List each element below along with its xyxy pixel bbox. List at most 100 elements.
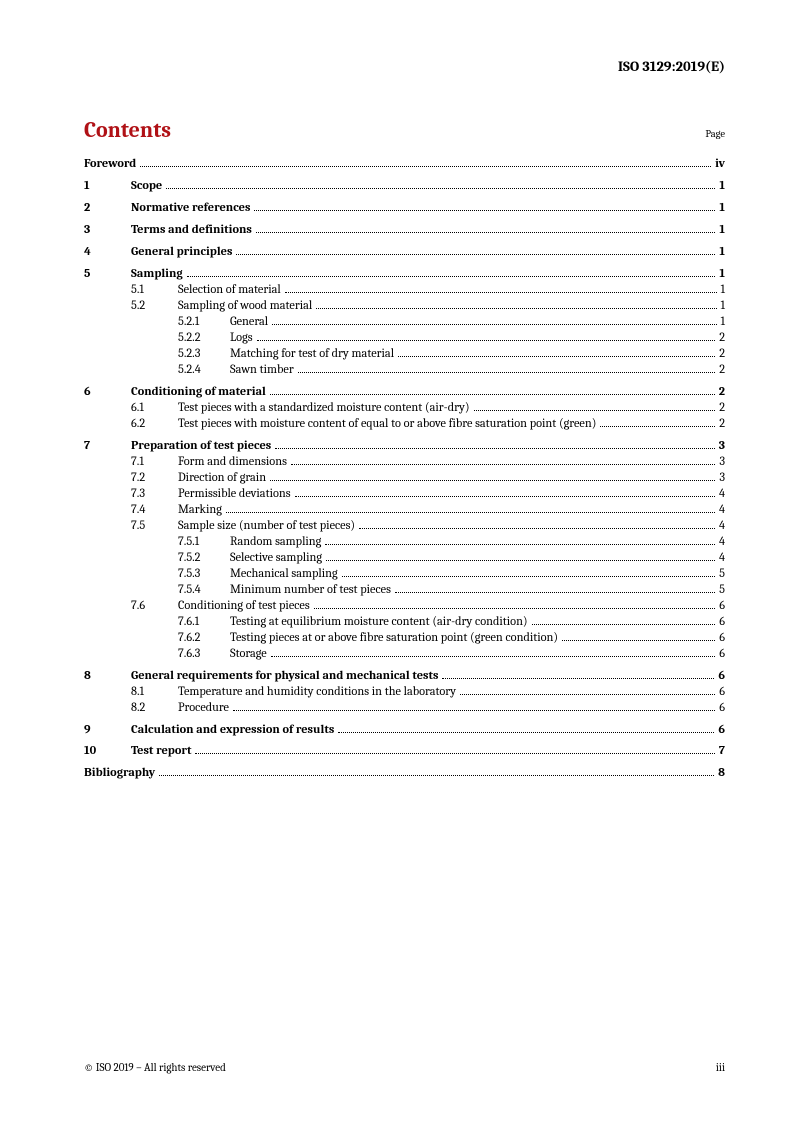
toc-entry-page: 1: [717, 201, 725, 217]
toc-entry-title: Sawn timber: [230, 363, 296, 379]
toc-entry-number: 5.2.2: [178, 331, 230, 347]
toc-entry[interactable]: 5.2.2Logs2: [84, 331, 725, 347]
toc-entry[interactable]: 8.1Temperature and humidity conditions i…: [84, 685, 725, 701]
toc-entry-leader: [460, 694, 715, 695]
toc-entry[interactable]: 8.2Procedure6: [84, 701, 725, 717]
toc-entry[interactable]: 4General principles1: [84, 245, 725, 261]
toc-entry-page: 6: [717, 599, 725, 615]
toc-entry[interactable]: 7.3Permissible deviations4: [84, 487, 725, 503]
toc-entry[interactable]: 7.1Form and dimensions3: [84, 455, 725, 471]
toc-entry[interactable]: 5.2Sampling of wood material 1: [84, 299, 725, 315]
toc-entry[interactable]: 7.2Direction of grain3: [84, 471, 725, 487]
toc-entry-title: Test pieces with moisture content of equ…: [178, 417, 598, 433]
toc-entry-leader: [325, 544, 715, 545]
toc-entry-page: 5: [717, 583, 725, 599]
toc-entry-title: Testing pieces at or above fibre saturat…: [230, 631, 560, 647]
toc-entry-page: 5: [717, 567, 725, 583]
toc-entry-number: 8.2: [131, 701, 178, 717]
toc-entry-page: 7: [717, 744, 725, 760]
toc-entry[interactable]: 10Test report7: [84, 744, 725, 760]
toc-entry[interactable]: Bibliography8: [84, 766, 725, 782]
toc-entry-number: 8.1: [131, 685, 178, 701]
toc-entry-page: 1: [719, 315, 725, 331]
toc-entry-page: 2: [717, 331, 725, 347]
toc-entry-number: 7.1: [131, 455, 178, 471]
toc-entry-leader: [270, 394, 715, 395]
toc-entry-leader: [257, 340, 716, 341]
toc-entry-number: 8: [84, 669, 131, 685]
toc-entry-title: Sampling: [131, 267, 185, 283]
toc-entry-leader: [272, 324, 716, 325]
toc-entry-page: 2: [717, 347, 725, 363]
toc-entry[interactable]: 2Normative references 1: [84, 201, 725, 217]
toc-entry-title: Sampling of wood material: [178, 299, 314, 315]
toc-entry[interactable]: 1Scope1: [84, 179, 725, 195]
toc-entry-page: 8: [716, 766, 725, 782]
toc-entry-number: 7.3: [131, 487, 178, 503]
table-of-contents: Forewordiv1Scope12Normative references13…: [84, 157, 725, 782]
toc-entry-title: Normative references: [131, 201, 252, 217]
toc-entry[interactable]: 7.6.2Testing pieces at or above fibre sa…: [84, 631, 725, 647]
toc-entry-title: Direction of grain: [178, 471, 268, 487]
toc-entry-number: 5.2.4: [178, 363, 230, 379]
toc-entry-page: 4: [717, 503, 725, 519]
toc-entry-leader: [562, 640, 715, 641]
toc-entry[interactable]: 6.2Test pieces with moisture content of …: [84, 417, 725, 433]
toc-entry[interactable]: 7.5.4Minimum number of test pieces5: [84, 583, 725, 599]
toc-entry[interactable]: 7Preparation of test pieces3: [84, 439, 725, 455]
toc-entry[interactable]: 7.5Sample size (number of test pieces)4: [84, 519, 725, 535]
toc-entry-number: 7.5.2: [178, 551, 230, 567]
toc-entry-page: 3: [717, 439, 725, 455]
toc-entry-leader: [256, 232, 715, 233]
toc-entry-page: 6: [716, 669, 725, 685]
toc-entry-number: 6: [84, 385, 131, 401]
toc-entry-number: 6.1: [131, 401, 178, 417]
page-column-label: Page: [705, 128, 725, 140]
toc-entry-page: 4: [717, 519, 725, 535]
toc-entry-title: Minimum number of test pieces: [230, 583, 393, 599]
toc-entry[interactable]: 7.5.1Random sampling4: [84, 535, 725, 551]
toc-entry[interactable]: Forewordiv: [84, 157, 725, 173]
toc-entry[interactable]: 5Sampling1: [84, 267, 725, 283]
toc-entry-number: 5.2: [131, 299, 178, 315]
toc-entry[interactable]: 7.4Marking4: [84, 503, 725, 519]
toc-entry[interactable]: 8General requirements for physical and m…: [84, 669, 725, 685]
toc-entry[interactable]: 6.1Test pieces with a standardized moist…: [84, 401, 725, 417]
toc-entry-title: Procedure: [178, 701, 231, 717]
toc-entry-number: 9: [84, 723, 131, 739]
toc-entry-leader: [316, 308, 716, 309]
toc-entry[interactable]: 9Calculation and expression of results6: [84, 723, 725, 739]
toc-entry-leader: [285, 292, 717, 293]
toc-entry-number: 5.1: [131, 283, 178, 299]
toc-entry[interactable]: 7.5.2Selective sampling4: [84, 551, 725, 567]
toc-entry[interactable]: 5.2.1General1: [84, 315, 725, 331]
toc-entry-leader: [338, 732, 714, 733]
toc-entry[interactable]: 7.6.1Testing at equilibrium moisture con…: [84, 615, 725, 631]
toc-entry-leader: [359, 528, 715, 529]
toc-entry-number: 2: [84, 201, 131, 217]
toc-entry-page: 3: [717, 455, 725, 471]
toc-entry-title: Mechanical sampling: [230, 567, 340, 583]
toc-entry-leader: [474, 410, 716, 411]
toc-entry-title: General: [230, 315, 270, 331]
toc-entry[interactable]: 7.6.3Storage6: [84, 647, 725, 663]
toc-entry-page: 2: [717, 401, 725, 417]
toc-entry-title: Preparation of test pieces: [131, 439, 273, 455]
toc-entry[interactable]: 5.1Selection of material1: [84, 283, 725, 299]
toc-entry-title: Calculation and expression of results: [131, 723, 336, 739]
toc-entry-page: 1: [719, 299, 725, 315]
toc-entry-number: 5: [84, 267, 131, 283]
page-footer: © ISO 2019 – All rights reserved iii: [84, 1061, 725, 1074]
toc-entry[interactable]: 7.5.3Mechanical sampling5: [84, 567, 725, 583]
toc-entry[interactable]: 5.2.4Sawn timber2: [84, 363, 725, 379]
toc-entry-number: 4: [84, 245, 131, 261]
toc-entry[interactable]: 7.6Conditioning of test pieces6: [84, 599, 725, 615]
toc-entry[interactable]: 5.2.3Matching for test of dry material2: [84, 347, 725, 363]
toc-entry[interactable]: 6Conditioning of material2: [84, 385, 725, 401]
toc-entry-number: 7.6: [131, 599, 178, 615]
toc-entry[interactable]: 3Terms and definitions1: [84, 223, 725, 239]
contents-heading-row: Contents Page: [84, 117, 725, 143]
toc-entry-title: Permissible deviations: [178, 487, 293, 503]
toc-entry-page: 6: [717, 685, 725, 701]
toc-entry-title: General requirements for physical and me…: [131, 669, 440, 685]
